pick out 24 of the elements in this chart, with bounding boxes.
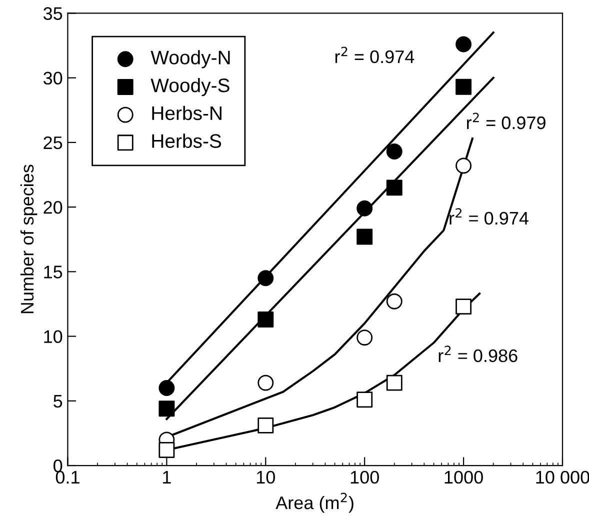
- y-tick-label: 30: [43, 72, 62, 85]
- y-tick-label: 20: [44, 201, 62, 214]
- x-tick-label: 1: [163, 471, 171, 484]
- y-tick-label: 0: [54, 459, 62, 472]
- x-tick-label: 1000: [444, 470, 483, 484]
- x-axis-title: Area (m$^{2}$): [276, 492, 354, 513]
- y-tick-label: 5: [54, 395, 62, 408]
- x-tick-label: 10: [256, 470, 275, 484]
- annotation: r$^{2}$ = 0.974: [335, 46, 414, 64]
- y-axis-title: Number of species: [20, 164, 38, 314]
- y-tick-label: 10: [44, 330, 62, 344]
- y-tick-label: 25: [44, 136, 62, 150]
- legend-label: Woody-S: [150, 78, 230, 96]
- y-tick-label: 35: [43, 7, 62, 20]
- legend-label: Woody-N: [150, 50, 230, 68]
- x-tick-label: 100: [350, 470, 379, 484]
- annotation: r$^{2}$ = 0.979: [467, 112, 546, 130]
- annotation: r$^{2}$ = 0.986: [438, 346, 518, 362]
- legend-label: Herbs-N: [152, 106, 222, 120]
- annotation: r$^{2}$ = 0.974: [450, 208, 528, 225]
- x-tick-label: 0.1: [56, 470, 80, 484]
- y-tick-label: 15: [44, 266, 62, 278]
- legend-label: Herbs-S: [152, 134, 222, 148]
- x-tick-label: 10 000: [536, 470, 589, 484]
